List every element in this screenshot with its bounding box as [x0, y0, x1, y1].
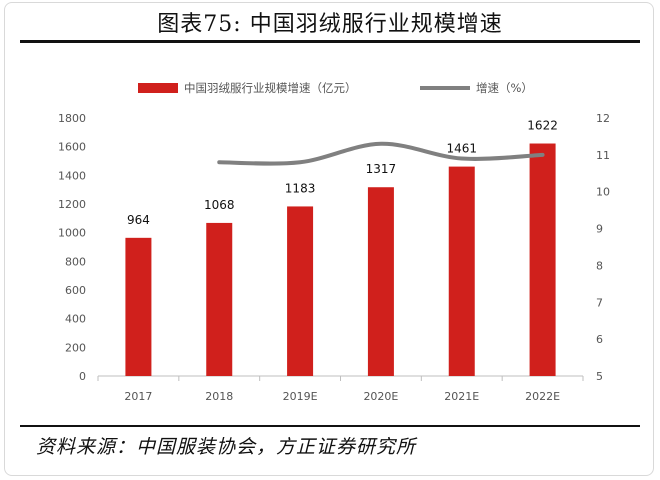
y-left-tick-label: 1800 [58, 112, 86, 125]
legend-bar-label: 中国羽绒服行业规模增速（亿元） [184, 81, 357, 95]
y-right-tick-label: 5 [596, 370, 603, 383]
combo-chart: 中国羽绒服行业规模增速（亿元） 增速（%） 0 200 400 600 800 1000 1… [58, 81, 610, 403]
bars: 964 1068 1183 1317 1461 1622 [125, 119, 558, 376]
y-left-tick-label: 1600 [58, 141, 86, 154]
x-tick-label: 2022E [525, 390, 560, 403]
legend-bar-swatch [138, 83, 178, 93]
y-left-tick-label: 600 [65, 284, 86, 297]
bar [206, 222, 233, 376]
bar-value-label: 1183 [285, 181, 316, 195]
x-tick-label: 2018 [205, 390, 233, 403]
growth-line [217, 141, 545, 166]
bar-value-label: 1461 [446, 142, 477, 156]
y-right-tick-label: 12 [596, 112, 610, 125]
bar-value-label: 964 [127, 213, 150, 227]
title-rule [20, 40, 640, 43]
figure-title: 图表75: 中国羽绒服行业规模增速 [157, 12, 503, 37]
y-left-tick-label: 800 [65, 255, 86, 268]
bar-value-label: 1068 [204, 198, 235, 212]
legend-line-label: 增速（%） [476, 81, 533, 95]
bar-value-label: 1622 [527, 119, 558, 133]
y-left-tick-label: 1000 [58, 227, 86, 240]
growth-line-path [217, 141, 545, 166]
y-right-tick-label: 6 [596, 333, 603, 346]
y-right-tick-label: 10 [596, 186, 610, 199]
x-tick-label: 2019E [283, 390, 318, 403]
bar [529, 143, 556, 376]
bar [367, 187, 394, 376]
bar [448, 166, 475, 376]
x-tick-label: 2017 [124, 390, 152, 403]
source-rule [20, 425, 640, 427]
y-right-tick-label: 7 [596, 296, 603, 309]
y-left-tick-label: 400 [65, 313, 86, 326]
y-left-tick-label: 1200 [58, 198, 86, 211]
x-tick-label: 2020E [363, 390, 398, 403]
y-right-tick-label: 8 [596, 259, 603, 272]
bar [287, 206, 314, 376]
x-tick-label: 2021E [444, 390, 479, 403]
y-right-tick-label: 11 [596, 149, 610, 162]
bar-value-label: 1317 [366, 162, 397, 176]
source-note: 资料来源：中国服装协会，方正证券研究所 [36, 436, 417, 458]
figure-frame [4, 2, 654, 476]
legend: 中国羽绒服行业规模增速（亿元） 增速（%） [138, 81, 533, 95]
y-left-tick-label: 1400 [58, 169, 86, 182]
y-right-tick-label: 9 [596, 223, 603, 236]
bar [125, 237, 152, 376]
axes: 0 200 400 600 800 1000 1200 1400 1600 1800 5 6 7 8 9 10… [58, 112, 610, 403]
y-left-tick-label: 200 [65, 341, 86, 354]
y-left-tick-label: 0 [79, 370, 86, 383]
